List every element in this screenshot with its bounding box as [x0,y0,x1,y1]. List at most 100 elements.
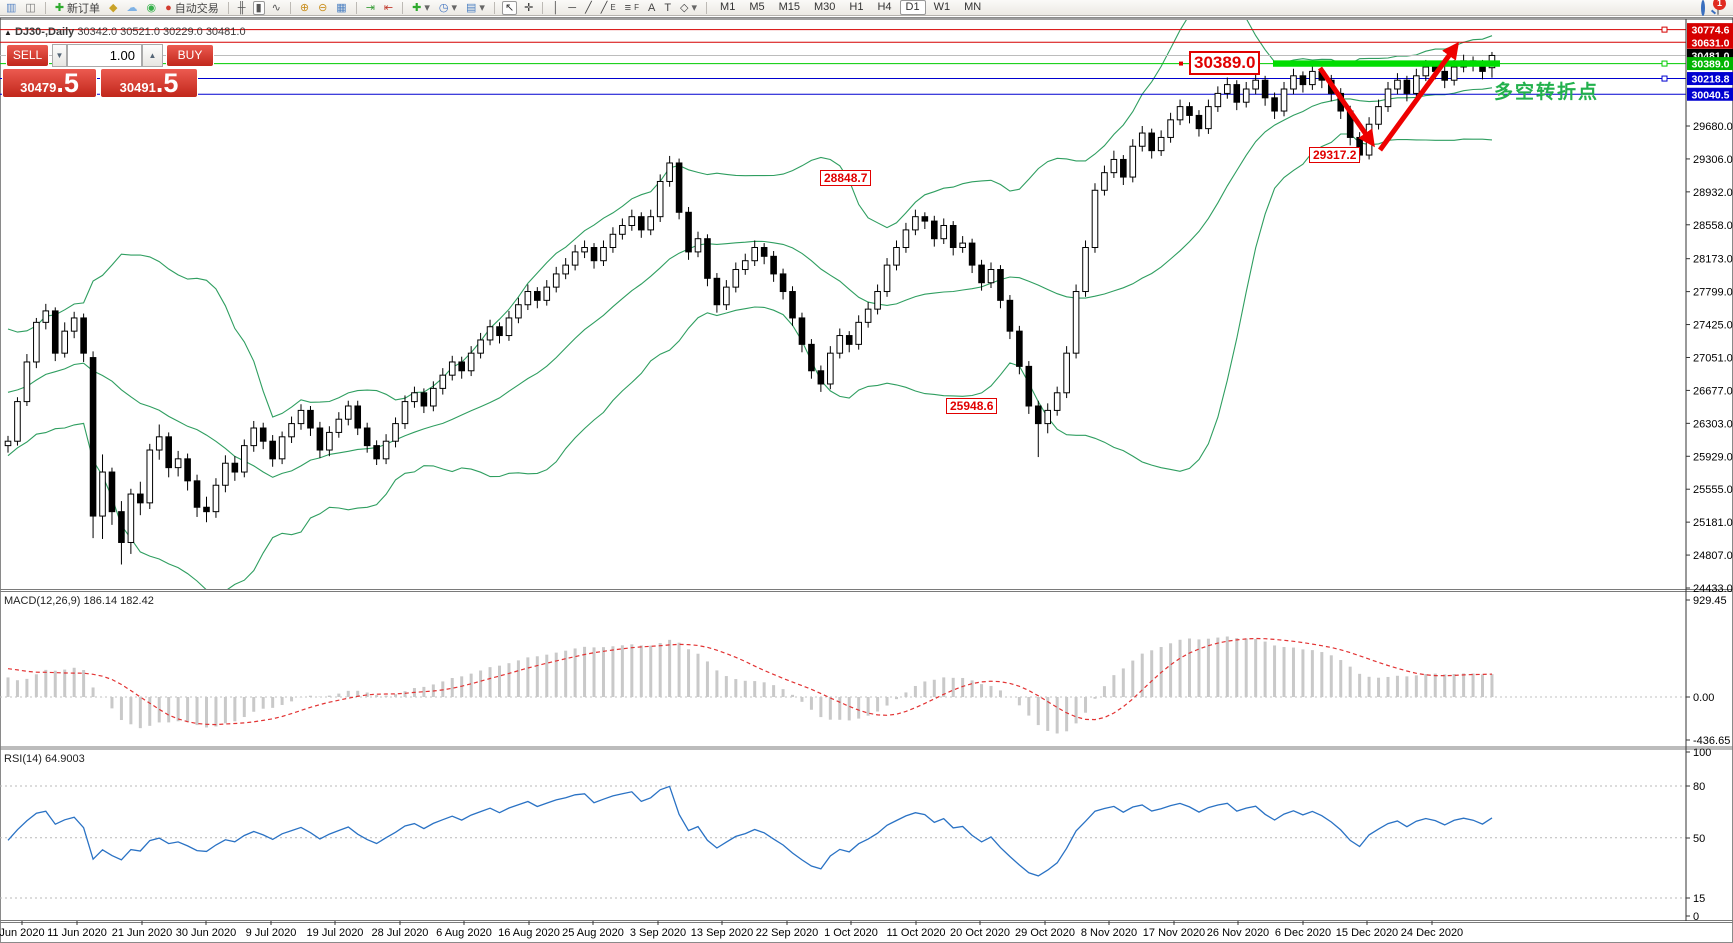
chart-shift-icon: ⇤ [383,1,394,14]
cursor-button[interactable]: ↖ [501,0,518,15]
periods-icon: ◷ [438,1,449,14]
price-tick-label: 26677.0 [1693,385,1733,397]
rsi-pane[interactable] [0,785,1686,899]
date-label: 1 Oct 2020 [824,927,878,939]
date-label: 11 Jun 2020 [47,927,107,939]
templates-icon: ▤ [466,1,477,14]
hline-button[interactable]: ─ [566,1,578,15]
zoom-out-button[interactable]: ⊖ [316,1,329,15]
timeframe-mn-button[interactable]: MN [964,1,982,13]
volume-decrease-button[interactable]: ▼ [52,44,67,67]
price-tick-label: 24433.0 [1693,583,1733,595]
search-button[interactable] [1701,0,1705,16]
timeframe-m30-button[interactable]: M30 [814,1,836,13]
new-chart-button[interactable]: ▥ [4,1,18,15]
autoscroll-button[interactable]: ⇥ [364,1,377,15]
crosshair-button[interactable]: ✛ [522,1,535,15]
date-label: 11 Oct 2020 [886,927,945,939]
signals-button[interactable]: ◉ [145,1,159,15]
price-axis[interactable]: 29680.0 29306.0 28932.0 28558.0 28173.0 27799… [1685,19,1733,923]
eraser-button[interactable]: ◆ [107,1,119,15]
candle-chart-button[interactable]: ▮ [252,0,265,15]
macd-pane[interactable] [0,636,1686,734]
trendline-button[interactable]: ╱ [583,1,594,15]
shapes-icon: ◇ [680,1,689,14]
text-button[interactable]: A [646,1,657,15]
tile-windows-icon: ▦ [336,1,347,14]
indicators-button[interactable]: ✚ ▾ [410,1,432,15]
date-label: 25 Aug 2020 [562,927,624,939]
trend-arrow-1[interactable] [1317,66,1375,148]
autotrade-button[interactable]: ● 自动交易 [163,1,221,15]
chart-profile-button[interactable]: ◫ [23,1,37,15]
timeframe-w1-button[interactable]: W1 [933,1,951,13]
hline-marker [1661,75,1668,82]
sell-price-button[interactable]: 30479.5 [2,68,97,98]
timeframe-bar: M1 M5 M15 M30 H1 H4 D1 W1 MN [714,0,987,15]
timeframe-m1-button[interactable]: M1 [720,1,736,13]
price-badge-label: 30631.0 [1692,37,1730,49]
symbol-period-label: DJ30-,Daily [14,26,75,38]
chart-plot[interactable]: 29680.0 29306.0 28932.0 28558.0 28173.0 27799… [0,17,1733,943]
new-order-button[interactable]: ✚ 新订单 [53,1,102,15]
signals-icon: ◉ [146,1,157,14]
toolbar-separator [355,1,357,14]
notifications-button[interactable]: 1 [1713,0,1726,15]
date-label: 6 Aug 2020 [436,927,492,939]
vline-button[interactable]: │ [550,1,561,15]
new-order-icon: ✚ [54,1,65,14]
sell-button[interactable]: SELL [6,44,49,67]
channel-sub-label: E [610,3,616,12]
panel-collapse-icon[interactable]: ▲ [4,28,12,37]
price-tick-label: 25929.0 [1693,451,1733,463]
periods-button[interactable]: ◷ ▾ [437,1,459,15]
timeframe-d1-button[interactable]: D1 [899,0,926,15]
timeframe-m5-button[interactable]: M5 [749,1,765,13]
volume-input[interactable]: 1.00 [67,44,142,67]
cloud-button[interactable]: ☁ [125,1,140,15]
toolbar-separator [289,1,291,14]
volume-increase-button[interactable]: ▲ [142,44,163,67]
fibonacci-button[interactable]: ≡ F [623,1,641,15]
pullback-price-label[interactable]: 29317.2 [1309,147,1361,163]
resistance-price-label[interactable]: 30389.0 [1189,51,1261,75]
price-badge [1687,35,1733,49]
templates-button[interactable]: ▤ ▾ [464,1,487,15]
date-label: 22 Sep 2020 [756,927,818,939]
zoom-in-button[interactable]: ⊕ [298,1,311,15]
timeframe-h4-button[interactable]: H4 [877,1,892,13]
toolbar-separator [44,1,46,14]
time-axis[interactable]: Jun 2020 11 Jun 2020 21 Jun 2020 30 Jun 202… [0,921,1463,939]
sell-price-main: 30479 [20,80,57,95]
trend-arrow-2[interactable] [1377,41,1460,152]
price-badge [1687,87,1733,101]
price-tick-label: 28932.0 [1693,187,1733,199]
chart-shift-button[interactable]: ⇤ [382,1,395,15]
date-label: 16 Aug 2020 [498,927,560,939]
dropdown-icon: ▾ [451,1,458,14]
tile-windows-button[interactable]: ▦ [334,1,348,15]
channel-button[interactable]: ╱ E [599,1,618,15]
september-high-price-label[interactable]: 28848.7 [820,170,872,186]
date-label: 17 Nov 2020 [1143,927,1205,939]
october-low-price-label[interactable]: 25948.6 [946,398,998,414]
shapes-button[interactable]: ◇ ▾ [678,1,699,15]
bar-chart-button[interactable]: ╫ [236,1,248,15]
ohlc-values: 30342.0 30521.0 30229.0 30481.0 [77,26,246,38]
line-chart-button[interactable]: ∿ [270,1,283,15]
buy-price-button[interactable]: 30491.5 [100,68,198,98]
chart-window[interactable]: 29680.0 29306.0 28932.0 28558.0 28173.0 27799… [0,17,1733,943]
rsi-scale-label: 80 [1693,781,1705,793]
text-label-button[interactable]: T [662,1,673,15]
timeframe-m15-button[interactable]: M15 [778,1,801,13]
sell-price-fraction: .5 [56,68,79,98]
buy-price-fraction: .5 [155,68,179,98]
timeframe-h1-button[interactable]: H1 [849,1,864,13]
green-resistance-zone[interactable] [1273,60,1500,67]
macd-scale-label: 929.45 [1693,595,1727,607]
candles-series [4,51,1496,565]
main-price-pane[interactable] [0,17,1686,594]
turning-point-note[interactable]: 多空转折点 [1494,82,1600,103]
buy-button[interactable]: BUY [166,44,214,67]
date-label: 15 Dec 2020 [1336,927,1398,939]
